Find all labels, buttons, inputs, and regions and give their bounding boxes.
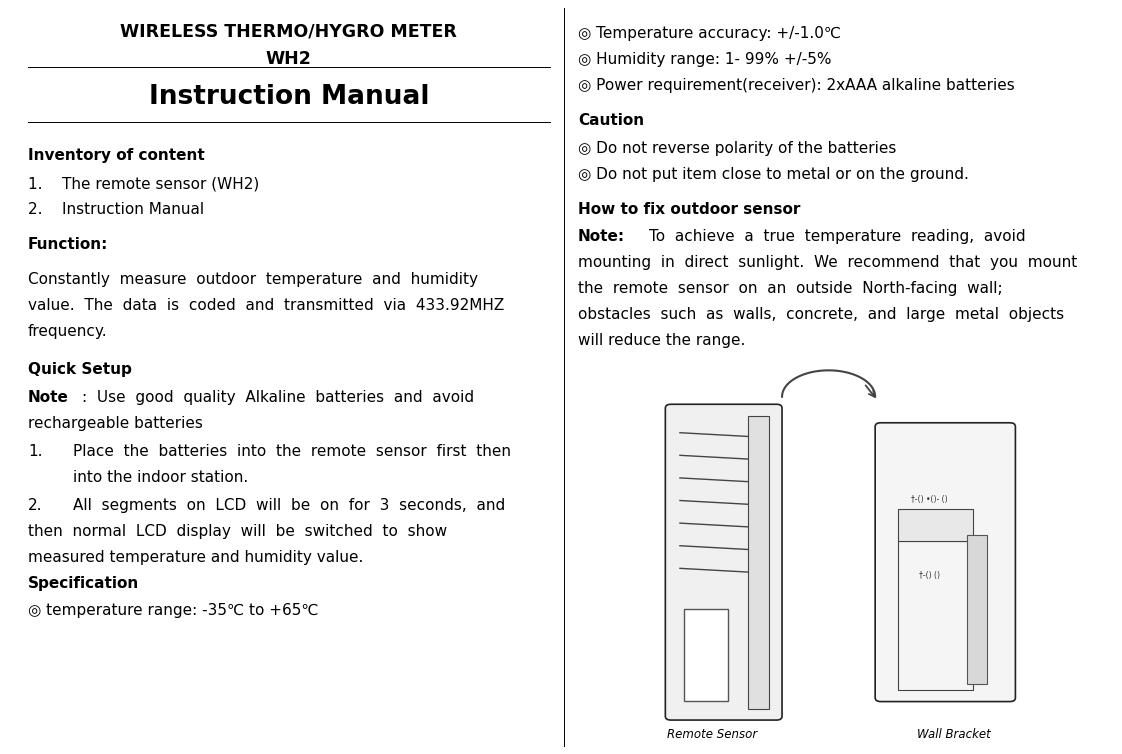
FancyBboxPatch shape [875,423,1015,701]
Text: Quick Setup: Quick Setup [28,363,132,378]
Text: mounting  in  direct  sunlight.  We  recommend  that  you  mount: mounting in direct sunlight. We recommen… [578,255,1077,270]
Text: obstacles  such  as  walls,  concrete,  and  large  metal  objects: obstacles such as walls, concrete, and l… [578,307,1064,322]
Text: Caution: Caution [578,113,644,128]
Text: value.  The  data  is  coded  and  transmitted  via  433.92MHZ: value. The data is coded and transmitted… [28,298,504,313]
Text: 2.    Instruction Manual: 2. Instruction Manual [28,202,204,217]
Text: rechargeable batteries: rechargeable batteries [28,416,203,431]
Text: All  segments  on  LCD  will  be  on  for  3  seconds,  and: All segments on LCD will be on for 3 sec… [73,498,505,513]
Text: 1.    The remote sensor (WH2): 1. The remote sensor (WH2) [28,176,259,192]
Text: Specification: Specification [28,576,139,591]
Text: then  normal  LCD  display  will  be  switched  to  show: then normal LCD display will be switched… [28,524,448,539]
Text: :  Use  good  quality  Alkaline  batteries  and  avoid: : Use good quality Alkaline batteries an… [82,391,473,406]
Bar [684,608,728,701]
Bar [898,508,973,541]
Text: ◎ Do not put item close to metal or on the ground.: ◎ Do not put item close to metal or on t… [578,167,968,182]
Text: †-() •()- (): †-() •()- () [911,495,948,504]
Text: will reduce the range.: will reduce the range. [578,333,745,348]
Text: 2.: 2. [28,498,43,513]
Text: ◎ Power requirement(receiver): 2xAAA alkaline batteries: ◎ Power requirement(receiver): 2xAAA alk… [578,78,1014,93]
Text: ◎ Temperature accuracy: +/-1.0℃: ◎ Temperature accuracy: +/-1.0℃ [578,26,840,41]
Text: Note:: Note: [578,228,625,244]
Text: Remote Sensor: Remote Sensor [668,728,757,740]
FancyBboxPatch shape [665,404,782,720]
Bar [967,535,987,684]
Text: Wall Bracket: Wall Bracket [917,728,991,740]
Text: frequency.: frequency. [28,323,108,339]
Text: Instruction Manual: Instruction Manual [148,84,429,110]
Text: Note: Note [28,391,68,406]
Bar [898,541,973,690]
Text: ◎ Humidity range: 1- 99% +/-5%: ◎ Humidity range: 1- 99% +/-5% [578,52,831,67]
Text: †-() (): †-() () [919,572,940,581]
Text: ◎ temperature range: -35℃ to +65℃: ◎ temperature range: -35℃ to +65℃ [28,602,319,618]
Text: the  remote  sensor  on  an  outside  North-facing  wall;: the remote sensor on an outside North-fa… [578,280,1002,296]
Text: WIRELESS THERMO/HYGRO METER: WIRELESS THERMO/HYGRO METER [120,23,458,41]
Text: Constantly  measure  outdoor  temperature  and  humidity: Constantly measure outdoor temperature a… [28,272,478,287]
Text: Place  the  batteries  into  the  remote  sensor  first  then: Place the batteries into the remote sens… [73,444,511,459]
Bar [748,415,769,709]
Text: measured temperature and humidity value.: measured temperature and humidity value. [28,550,364,565]
Text: To  achieve  a  true  temperature  reading,  avoid: To achieve a true temperature reading, a… [649,228,1026,244]
Text: Function:: Function: [28,237,109,252]
Text: WH2: WH2 [266,50,312,68]
Text: 1.: 1. [28,444,43,459]
Text: into the indoor station.: into the indoor station. [73,470,248,485]
Text: Inventory of content: Inventory of content [28,148,205,163]
Text: How to fix outdoor sensor: How to fix outdoor sensor [578,202,800,217]
Text: ◎ Do not reverse polarity of the batteries: ◎ Do not reverse polarity of the batteri… [578,141,896,156]
